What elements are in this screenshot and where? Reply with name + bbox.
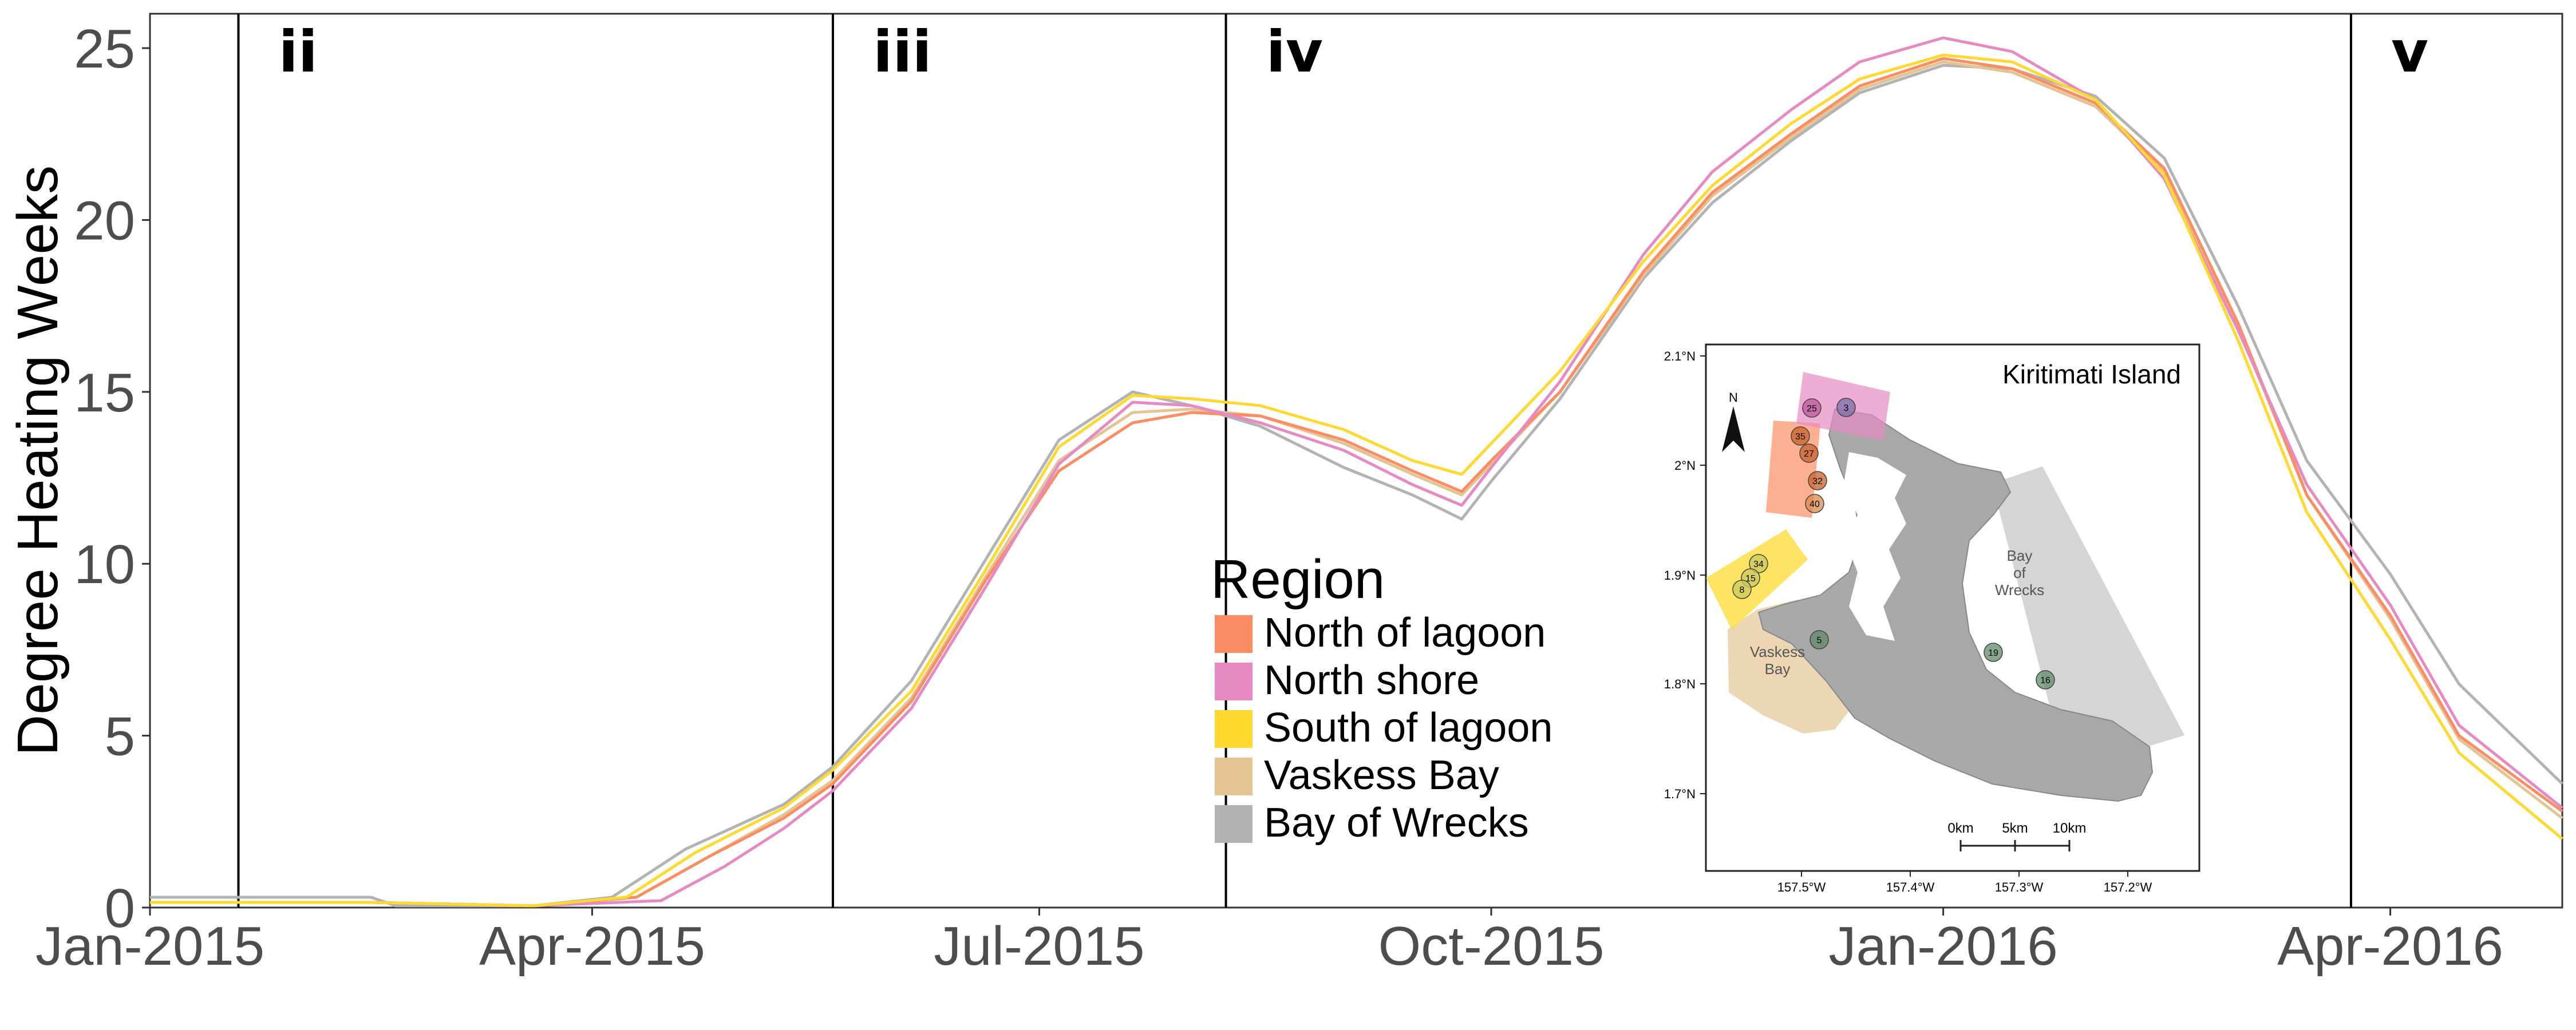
lagoon: [1843, 452, 1906, 641]
map-site-label: 27: [1804, 449, 1814, 459]
map-site-label: 40: [1809, 500, 1820, 509]
map-site-marker: [1732, 580, 1752, 599]
scale-label-0: 0km: [1947, 821, 1973, 836]
legend-swatch: [1215, 710, 1253, 748]
series-lines: [150, 36, 2563, 908]
legend-title: Region: [1211, 549, 1385, 610]
series-line: [150, 53, 2563, 908]
map-y-tick-label: 2.1°N: [1664, 349, 1696, 363]
map-x-tick-label: 157.2°W: [2104, 880, 2152, 894]
phase-markers: ii iii iv v: [237, 14, 2428, 908]
legend-swatch: [1215, 615, 1253, 653]
bay-of-wrecks-zone: [1992, 466, 2184, 771]
y-tick-label: 25: [74, 18, 135, 80]
map-site-label: 3: [1844, 403, 1849, 413]
map-site-label: 25: [1807, 404, 1817, 414]
map-x-tick-label: 157.4°W: [1886, 880, 1935, 894]
north-arrow-icon: [1722, 406, 1745, 452]
scale-bar: [1959, 840, 2071, 851]
y-axis: 0 5 10 15 20 25: [74, 18, 150, 939]
series-line: [150, 64, 2563, 908]
map-site-marker: [1799, 443, 1819, 463]
y-axis-title: Degree Heating Weeks: [6, 165, 70, 756]
legend-label: South of lagoon: [1264, 705, 1552, 751]
x-tick-label: Apr-2015: [479, 916, 705, 977]
map-site-marker: [1805, 494, 1824, 513]
y-tick-label: 10: [74, 534, 135, 595]
map-label-bay: Bay: [2007, 547, 2033, 564]
y-tick-label: 0: [105, 878, 135, 939]
legend-label: Vaskess Bay: [1264, 752, 1499, 798]
y-tick-label: 15: [74, 362, 135, 423]
x-tick-label: Apr-2016: [2277, 916, 2503, 977]
phase-label: ii: [278, 18, 318, 85]
legend-label: North of lagoon: [1264, 610, 1546, 656]
y-tick-label: 20: [74, 190, 135, 251]
x-tick-label: Jul-2015: [934, 916, 1144, 977]
x-tick-label: Jan-2016: [1828, 916, 2057, 977]
map-site-label: 35: [1795, 432, 1805, 442]
map-site-marker: [1836, 398, 1856, 417]
map-site-marker: [2036, 670, 2055, 690]
inset-map-title: Kiritimati Island: [2002, 359, 2181, 389]
series-line: [150, 57, 2563, 908]
phase-label: iii: [873, 18, 932, 85]
map-y-tick-label: 2°N: [1674, 458, 1696, 473]
map-site-label: 32: [1812, 477, 1823, 486]
scale-label-5: 5km: [2002, 821, 2028, 836]
inset-map: Kiritimati Island 25 3352732403415851916 …: [1664, 343, 2200, 894]
map-site-marker: [1808, 471, 1827, 490]
map-label-vaskess: Vaskess: [1750, 643, 1805, 660]
map-site-label: 34: [1753, 560, 1764, 569]
map-site-marker: [1791, 426, 1810, 446]
phase-label: v: [2391, 18, 2428, 85]
map-label-wrecks: Wrecks: [1995, 581, 2044, 599]
legend-label: North shore: [1264, 657, 1479, 703]
y-tick-label: 5: [105, 706, 135, 767]
map-label-vaskess-bay: Bay: [1765, 660, 1791, 678]
map-label-of: of: [2013, 564, 2026, 581]
scale-label-10: 10km: [2053, 821, 2087, 836]
map-x-tick-label: 157.5°W: [1777, 880, 1826, 894]
phase-label: iv: [1266, 18, 1323, 85]
map-site-label: 15: [1745, 574, 1756, 584]
map-site-label: 16: [2040, 676, 2050, 686]
north-arrow-label: N: [1729, 390, 1738, 405]
map-site-label: 19: [1988, 648, 1998, 658]
legend-swatch: [1215, 805, 1253, 843]
plot-panel-border: [149, 13, 2563, 909]
series-line: [150, 60, 2563, 908]
map-site-marker: [1984, 643, 2003, 662]
x-axis: Jan-2015 Apr-2015 Jul-2015 Oct-2015 Jan-2016…: [35, 908, 2503, 977]
map-site-marker: [1802, 398, 1822, 418]
map-site-label: 5: [1817, 636, 1822, 645]
map-x-tick-label: 157.3°W: [1995, 880, 2044, 894]
map-site-marker: [1809, 630, 1829, 649]
map-axes: 2.1°N 2°N 1.9°N 1.8°N 1.7°N 157.5°W 157.4°W 157…: [1664, 349, 2152, 894]
x-tick-label: Oct-2015: [1378, 916, 1605, 977]
map-site-label: 8: [1740, 585, 1745, 595]
legend-label: Bay of Wrecks: [1264, 800, 1529, 846]
legend-swatch: [1215, 758, 1253, 795]
map-y-tick-label: 1.8°N: [1664, 677, 1696, 691]
legend-swatch: [1215, 663, 1253, 700]
map-y-tick-label: 1.7°N: [1664, 787, 1696, 801]
x-tick-label: Jan-2015: [35, 916, 264, 977]
map-sites: 25 3 35 27 32 40 34 158 5 19 16: [1732, 398, 2055, 690]
map-y-tick-label: 1.9°N: [1664, 568, 1696, 583]
